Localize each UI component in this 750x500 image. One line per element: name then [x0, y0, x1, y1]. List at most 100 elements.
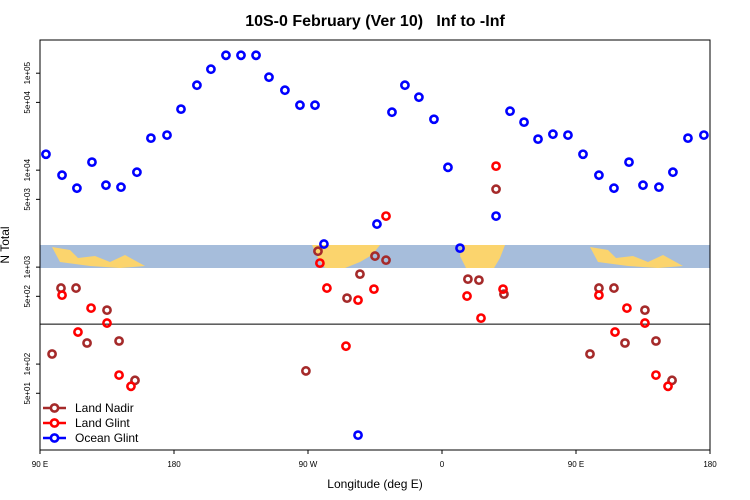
- y-tick-label: 1e+02: [23, 352, 32, 375]
- point: [355, 269, 365, 280]
- point: [73, 327, 83, 337]
- x-axis-label: Longitude (deg E): [327, 477, 422, 491]
- x-tick-label: 0: [440, 460, 445, 469]
- point: [474, 275, 484, 286]
- y-tick-label: 5e+02: [23, 285, 32, 308]
- point: [315, 258, 325, 269]
- point: [668, 167, 678, 178]
- point: [443, 162, 453, 173]
- point: [519, 117, 529, 128]
- point: [132, 167, 142, 178]
- plot-frame: [39, 39, 711, 451]
- point: [624, 157, 634, 168]
- point: [301, 366, 311, 376]
- legend-label: Land Glint: [75, 416, 130, 430]
- land: [312, 245, 380, 268]
- point: [610, 327, 620, 337]
- point: [86, 303, 96, 313]
- point: [663, 381, 673, 392]
- series: [47, 184, 677, 386]
- x-tick-label: 90 W: [299, 460, 318, 469]
- y-tick-label: 1e+04: [23, 158, 32, 181]
- point: [640, 305, 650, 316]
- point: [114, 370, 124, 380]
- legend-marker: [49, 403, 60, 413]
- point: [683, 133, 693, 144]
- legend-marker: [49, 433, 60, 443]
- point: [548, 129, 558, 140]
- map-strip: [40, 245, 710, 268]
- point: [162, 130, 172, 140]
- y-tick-label: 1e+05: [23, 61, 32, 84]
- point: [578, 149, 588, 160]
- point: [322, 283, 332, 293]
- y-tick-label: 5e+04: [23, 91, 32, 114]
- land: [460, 245, 505, 268]
- point: [505, 106, 515, 117]
- land: [590, 247, 683, 268]
- point: [342, 293, 352, 304]
- point: [102, 305, 112, 316]
- y-axis-label: N Total: [0, 226, 12, 263]
- point: [221, 50, 231, 61]
- point: [491, 211, 501, 221]
- point: [463, 274, 473, 285]
- point: [264, 72, 274, 83]
- point: [698, 130, 709, 140]
- x-tick-label: 180: [703, 460, 717, 469]
- point: [192, 80, 202, 91]
- point: [57, 290, 67, 301]
- point: [280, 85, 290, 96]
- point: [651, 370, 661, 380]
- point: [57, 170, 67, 181]
- series: [41, 50, 709, 441]
- point: [295, 100, 305, 111]
- point: [206, 64, 216, 75]
- x-tick-label: 90 E: [568, 460, 584, 469]
- point: [146, 133, 156, 144]
- x-tick-label: 180: [167, 460, 181, 469]
- point: [369, 284, 379, 295]
- chart-title: 10S-0 February (Ver 10) Inf to -Inf: [245, 13, 505, 30]
- point: [381, 211, 391, 221]
- point: [455, 243, 465, 254]
- point: [651, 336, 661, 346]
- point: [563, 130, 573, 140]
- point: [429, 114, 439, 125]
- point: [585, 349, 595, 359]
- y-tick-label: 5e+01: [23, 381, 32, 404]
- point: [353, 430, 363, 441]
- point: [654, 182, 664, 193]
- point: [310, 100, 320, 111]
- point: [533, 134, 543, 145]
- point: [594, 290, 604, 301]
- x-tick-label: 90 E: [32, 460, 48, 469]
- point: [176, 104, 186, 115]
- point: [116, 182, 126, 193]
- land: [52, 247, 145, 268]
- point: [82, 338, 92, 348]
- point: [370, 251, 380, 261]
- point: [41, 149, 51, 160]
- point: [491, 161, 501, 172]
- point: [341, 341, 351, 352]
- point: [609, 183, 619, 194]
- point: [499, 289, 509, 299]
- point: [126, 381, 136, 392]
- point: [620, 338, 630, 348]
- point: [476, 313, 486, 324]
- legend-label: Land Nadir: [75, 401, 134, 415]
- point: [400, 80, 410, 91]
- point: [72, 183, 82, 194]
- point: [313, 246, 323, 257]
- point: [622, 303, 632, 313]
- point: [319, 239, 329, 249]
- legend-label: Ocean Glint: [75, 431, 139, 445]
- y-tick-label: 5e+03: [23, 188, 32, 211]
- point: [381, 255, 391, 266]
- point: [114, 336, 124, 346]
- point: [414, 92, 424, 103]
- point: [251, 50, 261, 61]
- point: [462, 291, 472, 301]
